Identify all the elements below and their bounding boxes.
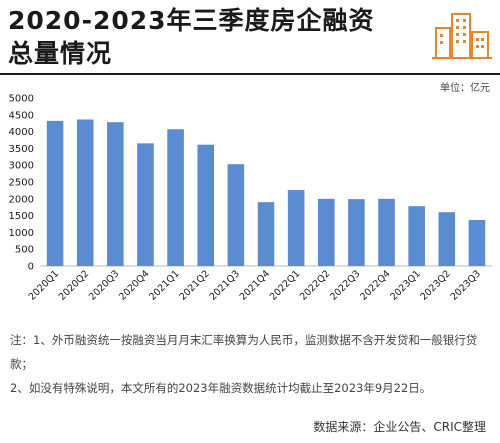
y-tick-label: 1000 [9,228,34,239]
x-tick-label: 2022Q1 [268,268,302,302]
bar-2023Q1 [408,206,425,266]
x-tick-label: 2022Q3 [328,268,362,302]
title-line-2: 总量情况 [8,39,113,68]
x-tick-label: 2020Q4 [117,268,151,302]
bar-2022Q4 [378,198,395,266]
header-divider [0,73,500,75]
y-tick-label: 3000 [9,161,34,172]
y-tick-label: 4000 [9,127,34,138]
x-tick-label: 2021Q2 [177,268,211,302]
y-tick-label: 2500 [9,178,34,189]
x-tick-label: 2020Q2 [57,268,91,302]
y-tick-label: 0 [28,262,34,273]
bar-2021Q2 [197,144,215,266]
bar-2023Q2 [438,212,456,266]
bar-2021Q3 [227,164,245,266]
y-tick-label: 4500 [9,110,34,121]
notes: 注：1、外币融资统一按融资当月月末汇率换算为人民币，监测数据不含开发贷和一般银行… [10,328,492,400]
bar-2023Q3 [468,219,486,266]
x-tick-label: 2023Q2 [418,268,452,302]
financing-bar-chart: 0 500 1000 1500 2000 2500 3000 3500 4000 4500 5000… [9,94,492,303]
bar-2022Q1 [287,190,305,266]
x-tick-label: 2022Q4 [358,268,392,302]
x-tick-label: 2020Q3 [87,268,121,302]
y-tick-label: 5000 [9,94,34,105]
note-2: 2、如没有特殊说明，本文所有的2023年融资数据统计均截止至2023年9月22日… [10,381,432,395]
bar-2020Q3 [107,122,124,266]
x-tick-label: 2020Q1 [27,268,61,302]
x-tick-label: 2023Q3 [449,268,483,302]
bar-2020Q4 [137,143,154,266]
bar-2021Q1 [167,129,184,266]
y-tick-label: 1500 [9,211,34,222]
bar-2020Q2 [76,119,94,266]
data-source: 数据来源：企业公告、CRIC整理 [313,420,486,434]
y-tick-label: 2000 [9,194,34,205]
bar-2022Q2 [317,198,335,266]
building-logo-icon [432,13,492,59]
bar-2022Q3 [348,199,365,266]
x-tick-label: 2022Q2 [298,268,332,302]
title-line-1: 2020-2023年三季度房企融资 [8,6,375,35]
x-tick-label: 2021Q4 [238,268,272,302]
x-tick-label: 2021Q1 [147,268,181,302]
unit-label: 单位：亿元 [440,83,490,94]
x-tick-label: 2023Q1 [388,268,422,302]
note-1: 注：1、外币融资统一按融资当月月末汇率换算为人民币，监测数据不含开发贷和一般银行… [10,333,478,371]
bar-2020Q1 [46,120,64,267]
y-tick-label: 3500 [9,144,34,155]
y-tick-label: 500 [15,245,34,256]
page-title: 2020-2023年三季度房企融资 总量情况 [8,4,375,70]
x-tick-label: 2021Q3 [208,268,242,302]
bar-2021Q4 [257,202,275,266]
